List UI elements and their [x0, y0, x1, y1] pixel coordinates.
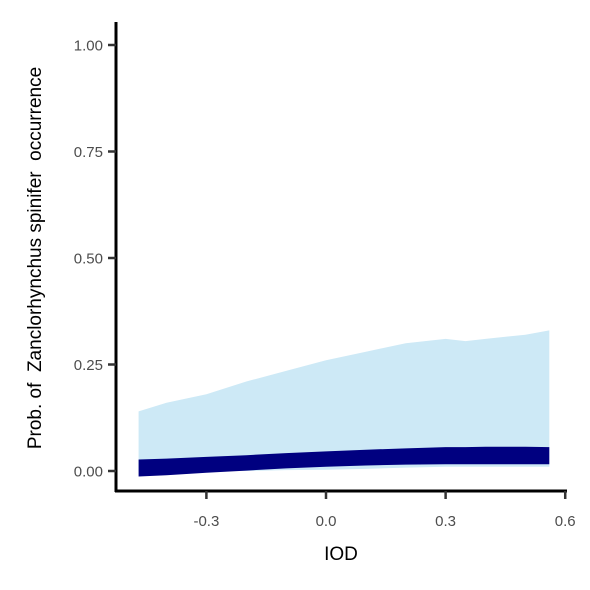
y-tick-label: 0.50: [74, 251, 103, 268]
x-tick-label: 0.3: [435, 513, 456, 530]
x-tick-label: 0.6: [555, 513, 576, 530]
x-tick-label: 0.0: [316, 513, 337, 530]
bands-layer: [138, 330, 550, 477]
y-tick-label: 1.00: [74, 38, 103, 55]
y-axis-title: Prob. of Zanclorhynchus spinifer occurre…: [25, 67, 46, 449]
x-tick-label: -0.3: [193, 513, 219, 530]
y-tick-label: 0.75: [74, 144, 103, 161]
credible-interval-outer-band: [138, 330, 550, 471]
credible-interval-inner-band: [138, 446, 550, 477]
x-axis-title: IOD: [324, 544, 358, 565]
y-tick-label: 0.00: [74, 464, 103, 481]
y-tick-label: 0.25: [74, 357, 103, 374]
axes-layer: 0.00 0.25 0.50 0.75 1.00 -0.3 0.0 0.3 0.6: [74, 22, 576, 530]
